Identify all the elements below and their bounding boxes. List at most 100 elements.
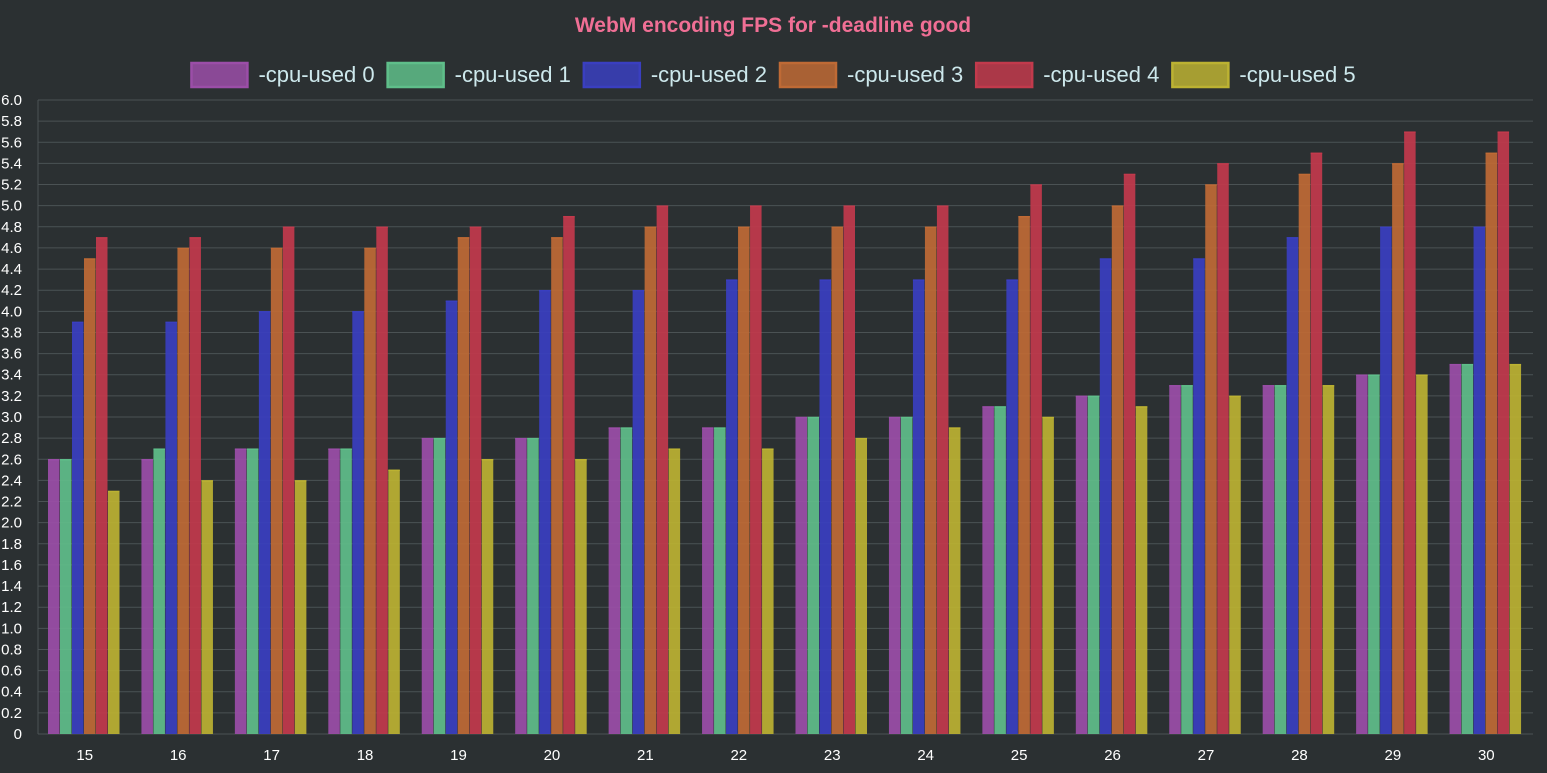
bar — [608, 427, 621, 734]
bar — [551, 237, 563, 734]
bar — [177, 247, 189, 734]
y-tick-label: 1.0 — [1, 620, 22, 637]
bar — [1087, 395, 1100, 734]
bars — [48, 131, 1522, 735]
bar — [1181, 385, 1193, 734]
y-tick-label: 3.0 — [1, 409, 22, 426]
bar — [888, 417, 901, 734]
y-tick-label: 1.8 — [1, 536, 22, 553]
bar — [1404, 131, 1416, 734]
x-tick-label: 28 — [1291, 747, 1308, 764]
legend: -cpu-used 0 -cpu-used 1 -cpu-used 2 -cpu-us… — [190, 61, 1356, 89]
bar — [376, 226, 388, 735]
bar — [1380, 226, 1392, 735]
y-tick-label: 5.6 — [1, 134, 22, 151]
bar — [1286, 237, 1299, 734]
bar — [855, 438, 867, 734]
bar — [165, 321, 177, 734]
bar — [668, 448, 681, 734]
bar — [1006, 279, 1018, 734]
chart-title: WebM encoding FPS for -deadline good — [575, 14, 971, 37]
legend-swatch — [1171, 61, 1230, 89]
bar — [481, 459, 494, 734]
bar — [457, 237, 470, 734]
x-tick-label: 21 — [637, 747, 654, 764]
legend-label: -cpu-used 3 — [847, 62, 963, 87]
bar — [644, 226, 657, 735]
y-tick-label: 5.8 — [1, 113, 22, 130]
y-tick-label: 4.8 — [1, 219, 22, 236]
bar — [515, 438, 527, 734]
bar — [246, 448, 259, 734]
bar — [1217, 163, 1229, 734]
bar — [620, 427, 633, 734]
x-tick-label: 20 — [544, 747, 561, 764]
bar — [258, 311, 271, 734]
bar — [1509, 364, 1522, 734]
bar — [1416, 374, 1428, 734]
x-tick-label: 27 — [1198, 747, 1215, 764]
bar — [563, 216, 575, 734]
bar — [388, 469, 400, 734]
legend-label: -cpu-used 4 — [1043, 62, 1159, 87]
bar — [738, 226, 750, 735]
x-tick-label: 24 — [917, 747, 934, 764]
bar — [433, 438, 446, 734]
bar — [1135, 406, 1148, 734]
x-tick-label: 25 — [1011, 747, 1028, 764]
bar — [1030, 184, 1042, 735]
legend-item: -cpu-used 3 — [778, 61, 963, 89]
legend-swatch — [974, 61, 1034, 89]
y-tick-label: 0.6 — [1, 663, 22, 680]
y-tick-label: 1.2 — [1, 599, 22, 616]
bar — [96, 237, 108, 734]
bar — [328, 448, 340, 734]
bar — [1392, 163, 1404, 734]
bar — [270, 247, 283, 734]
bar — [1298, 173, 1311, 734]
legend-item: -cpu-used 0 — [190, 61, 375, 89]
legend-item: -cpu-used 4 — [974, 61, 1159, 89]
y-tick-label: 0 — [14, 726, 22, 743]
legend-label: -cpu-used 1 — [455, 62, 571, 87]
bar — [153, 448, 165, 734]
bar — [1322, 385, 1335, 734]
bar — [1111, 205, 1124, 734]
legend-item: -cpu-used 5 — [1171, 61, 1356, 89]
bar — [1169, 385, 1181, 734]
bar — [714, 427, 726, 734]
legend-label: -cpu-used 2 — [651, 62, 767, 87]
bar — [141, 459, 153, 734]
y-tick-label: 5.0 — [1, 198, 22, 215]
bar — [807, 417, 819, 734]
y-axis: 0 0.2 0.4 0.6 0.8 1.0 1.2 1.4 1.6 1.8 2.0 2.2 2.4 2.6… — [1, 92, 22, 743]
bar — [982, 406, 994, 734]
bar — [352, 311, 364, 734]
legend-swatch — [778, 61, 838, 89]
bar — [1099, 258, 1112, 734]
y-tick-label: 3.6 — [1, 346, 22, 363]
bar — [1310, 152, 1323, 735]
bar — [912, 279, 925, 734]
bar — [445, 300, 458, 734]
legend-label: -cpu-used 0 — [258, 62, 374, 87]
bar — [924, 226, 937, 735]
legend-label: -cpu-used 5 — [1239, 62, 1355, 87]
bar — [189, 237, 201, 734]
bar — [527, 438, 539, 734]
bar — [1356, 374, 1368, 734]
bar — [201, 480, 213, 734]
legend-swatch — [190, 61, 249, 89]
bar — [1042, 417, 1054, 734]
x-tick-label: 23 — [824, 747, 841, 764]
bar — [60, 459, 72, 734]
x-tick-label: 19 — [450, 747, 467, 764]
bar — [656, 205, 669, 734]
x-tick-label: 26 — [1104, 747, 1121, 764]
bar — [1075, 395, 1088, 734]
legend-item: -cpu-used 2 — [582, 61, 767, 89]
bar — [936, 205, 949, 734]
y-tick-label: 0.2 — [1, 705, 22, 722]
y-tick-label: 4.0 — [1, 303, 22, 320]
